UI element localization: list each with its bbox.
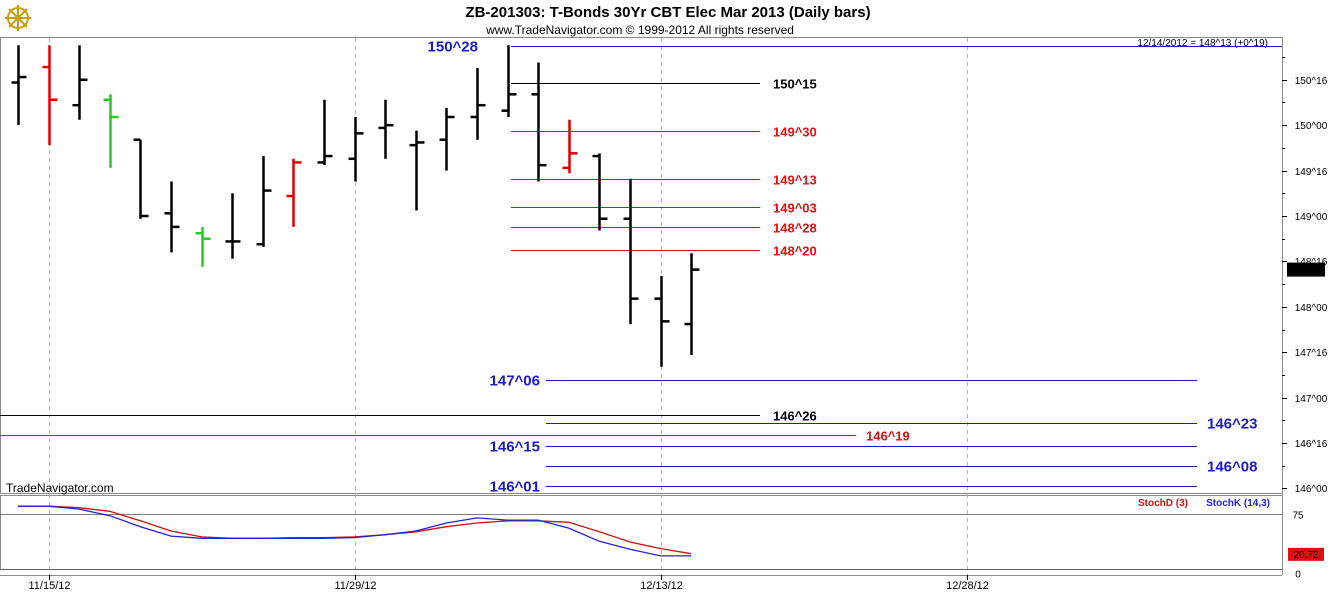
copyright-text: www.TradeNavigator.com © 1999-2012 All r… xyxy=(485,23,794,37)
price-tick-label: 147^00 xyxy=(1295,394,1328,405)
level-label: 149^03 xyxy=(773,201,817,216)
level-label: 148^20 xyxy=(773,244,817,259)
level-label: 146^01 xyxy=(490,479,540,496)
watermark: TradeNavigator.com xyxy=(6,481,114,495)
last-price-badge xyxy=(1287,262,1325,277)
ohlc-bar xyxy=(378,99,394,159)
ohlc-bar xyxy=(409,130,425,211)
stoch-series-line xyxy=(18,505,692,557)
ohlc-bar xyxy=(225,193,241,259)
ohlc-bar xyxy=(439,107,455,171)
stochastic-panel-content: 75 0 StochK (14,3) StochD (3) 20.72 xyxy=(0,498,1324,581)
date-tick-label: 11/15/12 xyxy=(28,580,70,592)
level-label: 150^15 xyxy=(773,77,817,92)
ohlc-bar xyxy=(11,45,27,126)
ohlc-bar xyxy=(42,45,58,146)
level-label: 146^23 xyxy=(1207,416,1257,433)
ohlc-bar xyxy=(164,181,180,253)
ohlc-bar xyxy=(562,119,578,174)
ohlc-bar xyxy=(531,62,547,182)
ship-wheel-logo-icon xyxy=(5,5,31,31)
ohlc-bar xyxy=(72,45,88,120)
ohlc-bar xyxy=(592,153,608,231)
ohlc-bar xyxy=(684,253,700,355)
price-tick-label: 150^16 xyxy=(1295,76,1328,87)
ohlc-bar xyxy=(317,99,333,166)
price-tick-label: 149^00 xyxy=(1295,212,1328,223)
stoch-tick-label: 0 xyxy=(1295,570,1301,581)
price-tick-label: 148^16 xyxy=(1295,257,1328,268)
price-tick-label: 150^00 xyxy=(1295,121,1328,132)
ohlc-bar xyxy=(470,67,486,140)
ohlc-bar xyxy=(195,226,211,267)
level-label: 147^06 xyxy=(490,373,540,390)
level-label: 149^30 xyxy=(773,125,817,140)
ohlc-bar xyxy=(501,45,517,118)
ohlc-bar xyxy=(133,138,149,219)
last-price-label: 148^13 xyxy=(1290,266,1323,277)
ohlc-bar xyxy=(286,158,302,227)
ohlc-bar xyxy=(256,156,272,247)
level-label: 148^28 xyxy=(773,221,817,236)
date-tick-label: 11/29/12 xyxy=(334,580,376,592)
level-label: 146^15 xyxy=(490,439,540,456)
stoch-last-label: 20.72 xyxy=(1293,550,1318,561)
level-label: 149^13 xyxy=(773,173,817,188)
price-tick-label: 146^16 xyxy=(1295,439,1328,450)
ohlc-bar xyxy=(348,117,364,182)
price-tick-label: 149^16 xyxy=(1295,167,1328,178)
level-label: 146^19 xyxy=(866,429,910,444)
stoch-tick-label: 75 xyxy=(1292,511,1304,522)
legend-stoch-k: StochK (14,3) xyxy=(1206,498,1270,509)
ohlc-bar xyxy=(103,94,119,168)
price-axis: 150^16 150^00 149^16 149^00 148^16 148^00 147^… xyxy=(1282,57,1328,495)
level-label: 150^28 xyxy=(428,39,478,56)
price-tick-label: 148^00 xyxy=(1295,303,1328,314)
stoch-panel xyxy=(0,495,1283,570)
price-bars xyxy=(11,45,700,367)
last-bar-info: 12/14/2012 = 148^13 (+0^19) xyxy=(1137,38,1268,49)
ohlc-bar xyxy=(623,178,639,325)
chart-title: ZB-201303: T-Bonds 30Yr CBT Elec Mar 201… xyxy=(465,4,870,21)
price-tick-label: 147^16 xyxy=(1295,348,1328,359)
level-label: 146^08 xyxy=(1207,459,1257,476)
stoch-series-line xyxy=(18,505,692,555)
price-tick-label: 146^00 xyxy=(1295,484,1328,495)
level-label: 146^26 xyxy=(773,409,817,424)
stoch-last-badge xyxy=(1288,547,1324,561)
legend-stoch-d: StochD (3) xyxy=(1138,498,1188,509)
date-tick-label: 12/13/12 xyxy=(640,580,683,592)
price-panel xyxy=(0,37,1283,494)
ohlc-bar xyxy=(654,275,670,367)
date-axis: 11/15/12 11/29/12 12/13/12 12/28/12 xyxy=(28,575,989,592)
date-tick-label: 12/28/12 xyxy=(946,580,989,592)
support-resistance-levels: 150^28 150^15 149^30 149^13 149^03 148^28 148^… xyxy=(0,39,1282,496)
